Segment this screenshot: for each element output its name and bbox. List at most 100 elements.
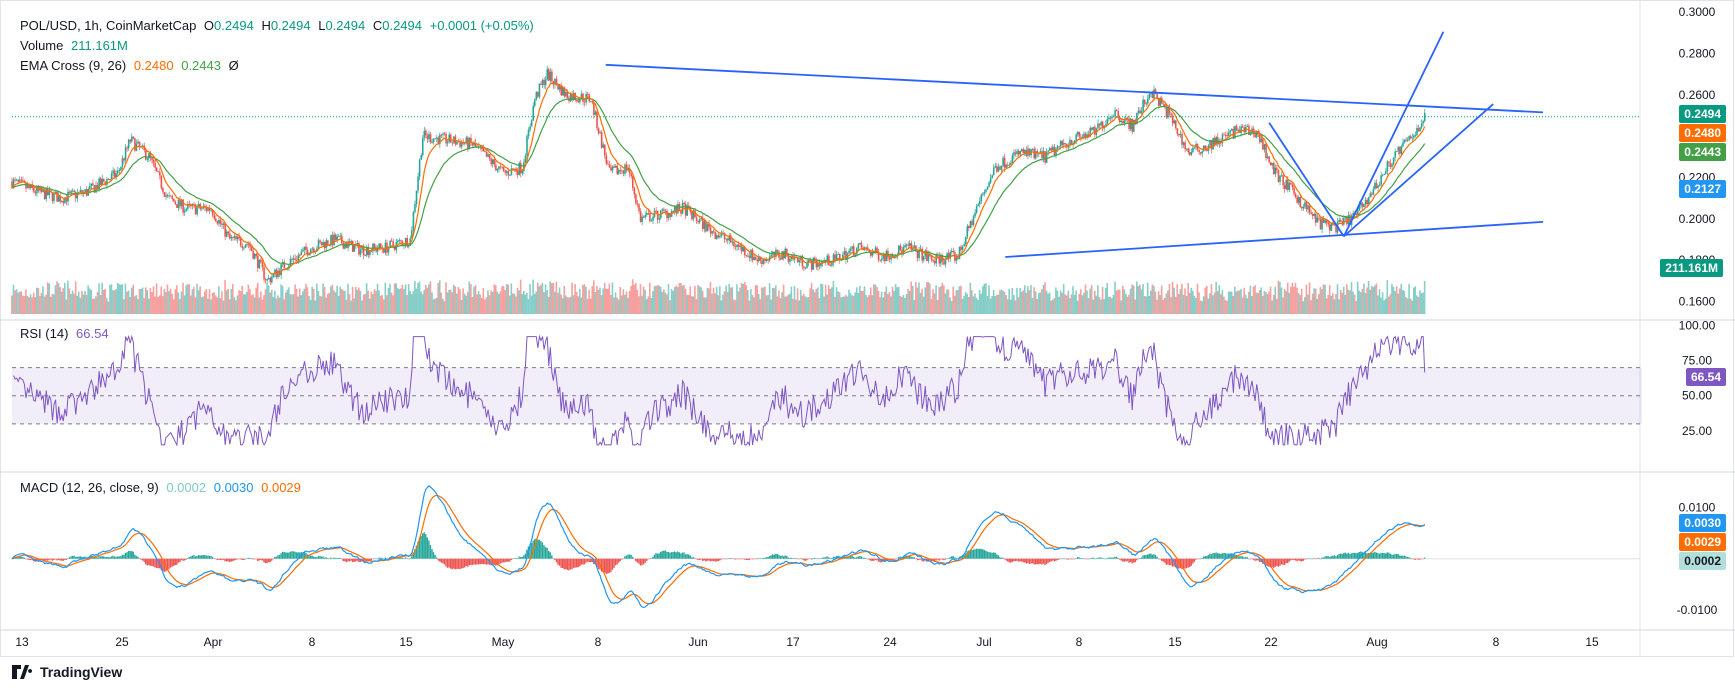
candle [554,78,556,85]
volume-bar [1257,293,1259,314]
macd-histogram-bar [1115,556,1118,559]
macd-histogram-bar [272,558,274,560]
volume-bar [1030,284,1032,314]
macd-histogram-bar [1290,558,1292,561]
rsi-label[interactable]: RSI (14) [20,326,69,341]
macd-histogram-bar [1143,555,1146,559]
candle [449,134,452,143]
volume-bar [280,284,282,314]
volume-bar [792,298,794,314]
macd-histogram-bar [910,556,912,559]
candle [207,207,209,211]
ema-extra: Ø [228,58,239,73]
candle [442,133,444,135]
volume-bar [709,282,712,314]
macd-histogram-bar [519,557,522,559]
volume-bar [110,284,113,314]
candle [566,92,569,99]
volume-bar [494,285,497,314]
candle [1210,140,1213,150]
candle [986,186,989,190]
macd-histogram-bar [252,558,254,560]
volume-bar [331,284,334,314]
macd-histogram-bar [299,552,301,559]
macd-histogram-bar [1363,552,1365,559]
macd-histogram-bar [112,555,114,559]
macd-histogram-bar [1414,558,1416,560]
macd-histogram-bar [196,555,198,559]
volume-bar [177,292,180,314]
macd-label[interactable]: MACD (12, 26, close, 9) [20,480,159,495]
candle [985,189,987,192]
candle [848,250,850,254]
volume-bar [882,297,884,314]
volume-bar [435,297,438,314]
macd-histogram-bar [246,558,248,560]
candle [246,244,248,246]
ema-fast-tag: 0.2480 [1679,124,1726,142]
macd-histogram-bar [723,558,726,560]
ema-label[interactable]: EMA Cross (9, 26) [20,58,127,73]
volume-bar [1176,284,1179,314]
volume-bar [56,281,58,314]
candle [854,254,857,256]
candle [1115,110,1118,112]
volume-bar [325,297,327,314]
volume-bar [817,287,819,314]
candle [1078,131,1081,137]
symbol-title[interactable]: POL/USD, 1h, CoinMarketCap [20,18,197,33]
macd-histogram-bar [171,558,173,567]
candle [313,248,315,253]
macd-histogram-bar [311,555,313,559]
macd-histogram-bar [540,541,542,559]
volume-bar [168,291,170,314]
candle [358,242,360,255]
volume-bar [1199,300,1202,314]
macd-histogram-bar [1104,558,1107,560]
macd-histogram-bar [442,558,444,564]
macd-histogram-bar [210,556,212,559]
candle [107,179,110,180]
candle [344,243,346,249]
volume-label[interactable]: Volume [20,38,64,53]
macd-histogram-bar [414,549,416,559]
candle [1265,143,1267,159]
macd-histogram-bar [898,557,900,559]
candle [32,187,35,192]
volume-bar [787,294,790,314]
macd-histogram-bar [674,551,676,559]
candle [17,179,20,182]
volume-bar [146,290,149,314]
volume-bar [230,288,233,314]
candle [208,207,211,211]
volume-bar [569,296,572,314]
candle [650,220,653,222]
candle [1409,136,1412,139]
candle [249,244,251,248]
macd-histogram-bar [823,557,825,559]
candle [1193,147,1196,149]
volume-bar [855,287,858,314]
candle [1349,215,1351,225]
candle [473,142,475,146]
candle [838,254,841,261]
candle [1352,213,1354,216]
macd-histogram-bar [574,558,576,568]
volume-bar [871,295,874,314]
trendlines[interactable] [605,31,1544,258]
macd-histogram-bar [462,558,464,569]
candle [549,71,552,81]
tradingview-logo[interactable]: TradingView [12,664,122,680]
volume-bar [927,282,930,314]
candle [1380,175,1382,185]
volume-bar [1125,293,1127,314]
volume-bar [190,295,192,314]
volume-bar [1342,286,1345,314]
macd-histogram-bar [154,558,156,568]
volume-bar [697,285,699,314]
volume-bar [1028,290,1031,314]
volume-bar [986,295,989,314]
macd-histogram-bar [756,558,758,560]
macd-histogram-bar [863,557,866,559]
